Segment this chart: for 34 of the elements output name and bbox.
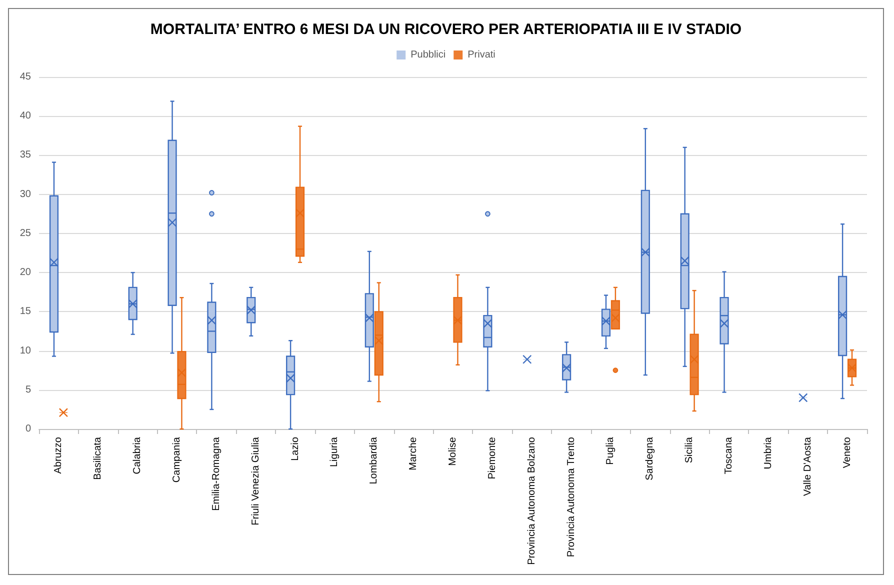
x-tick-label: Molise (448, 436, 458, 466)
x-tick-label: Provincia Autonoma Trento (566, 436, 577, 558)
y-tick-label: 40 (20, 110, 32, 122)
y-tick-label: 45 (20, 72, 32, 82)
x-tick-label: Friuli Venezia Giulia (250, 436, 262, 526)
y-tick-label: 15 (20, 306, 32, 318)
x-tick-label: Toscana (724, 436, 734, 474)
x-tick-label: Valle D'Aosta (802, 436, 814, 496)
x-tick-label: Calabria (132, 436, 144, 474)
y-tick-label: 20 (20, 267, 32, 278)
x-tick-label: Campania (172, 436, 182, 483)
y-tick-label: 35 (20, 150, 32, 161)
x-tick-label: Provincia Autonoma Bolzano (526, 436, 538, 565)
x-tick-label: Liguria (329, 436, 340, 468)
x-tick-label: Abruzzo (53, 436, 64, 474)
y-tick-label: 5 (25, 384, 32, 396)
y-tick-label: 0 (25, 424, 32, 434)
x-tick-label: Piemonte (486, 436, 498, 480)
legend-label: Privati (468, 50, 496, 60)
x-tick-label: Lombardia (368, 436, 380, 484)
legend-label: Pubblici (410, 50, 446, 60)
x-tick-label: Lazio (290, 436, 301, 461)
y-tick-label: 30 (20, 188, 32, 200)
x-tick-label: Umbria (762, 436, 774, 470)
x-tick-label: Veneto (842, 436, 853, 468)
x-tick-label: Basilicata (92, 436, 104, 480)
chart-title: MORTALITA’ ENTRO 6 MESI DA UN RICOVERO PER ARTERIOPATIA III E IV STADIO (150, 21, 742, 38)
x-tick-label: Puglia (605, 436, 616, 465)
x-tick-label: Sicilia (684, 436, 696, 464)
x-tick-label: Sardegna (644, 436, 656, 480)
y-tick-label: 25 (20, 228, 32, 239)
x-tick-label: Emilia-Romagna (210, 436, 222, 511)
x-tick-label: Marche (408, 436, 420, 470)
y-tick-label: 10 (20, 345, 32, 356)
